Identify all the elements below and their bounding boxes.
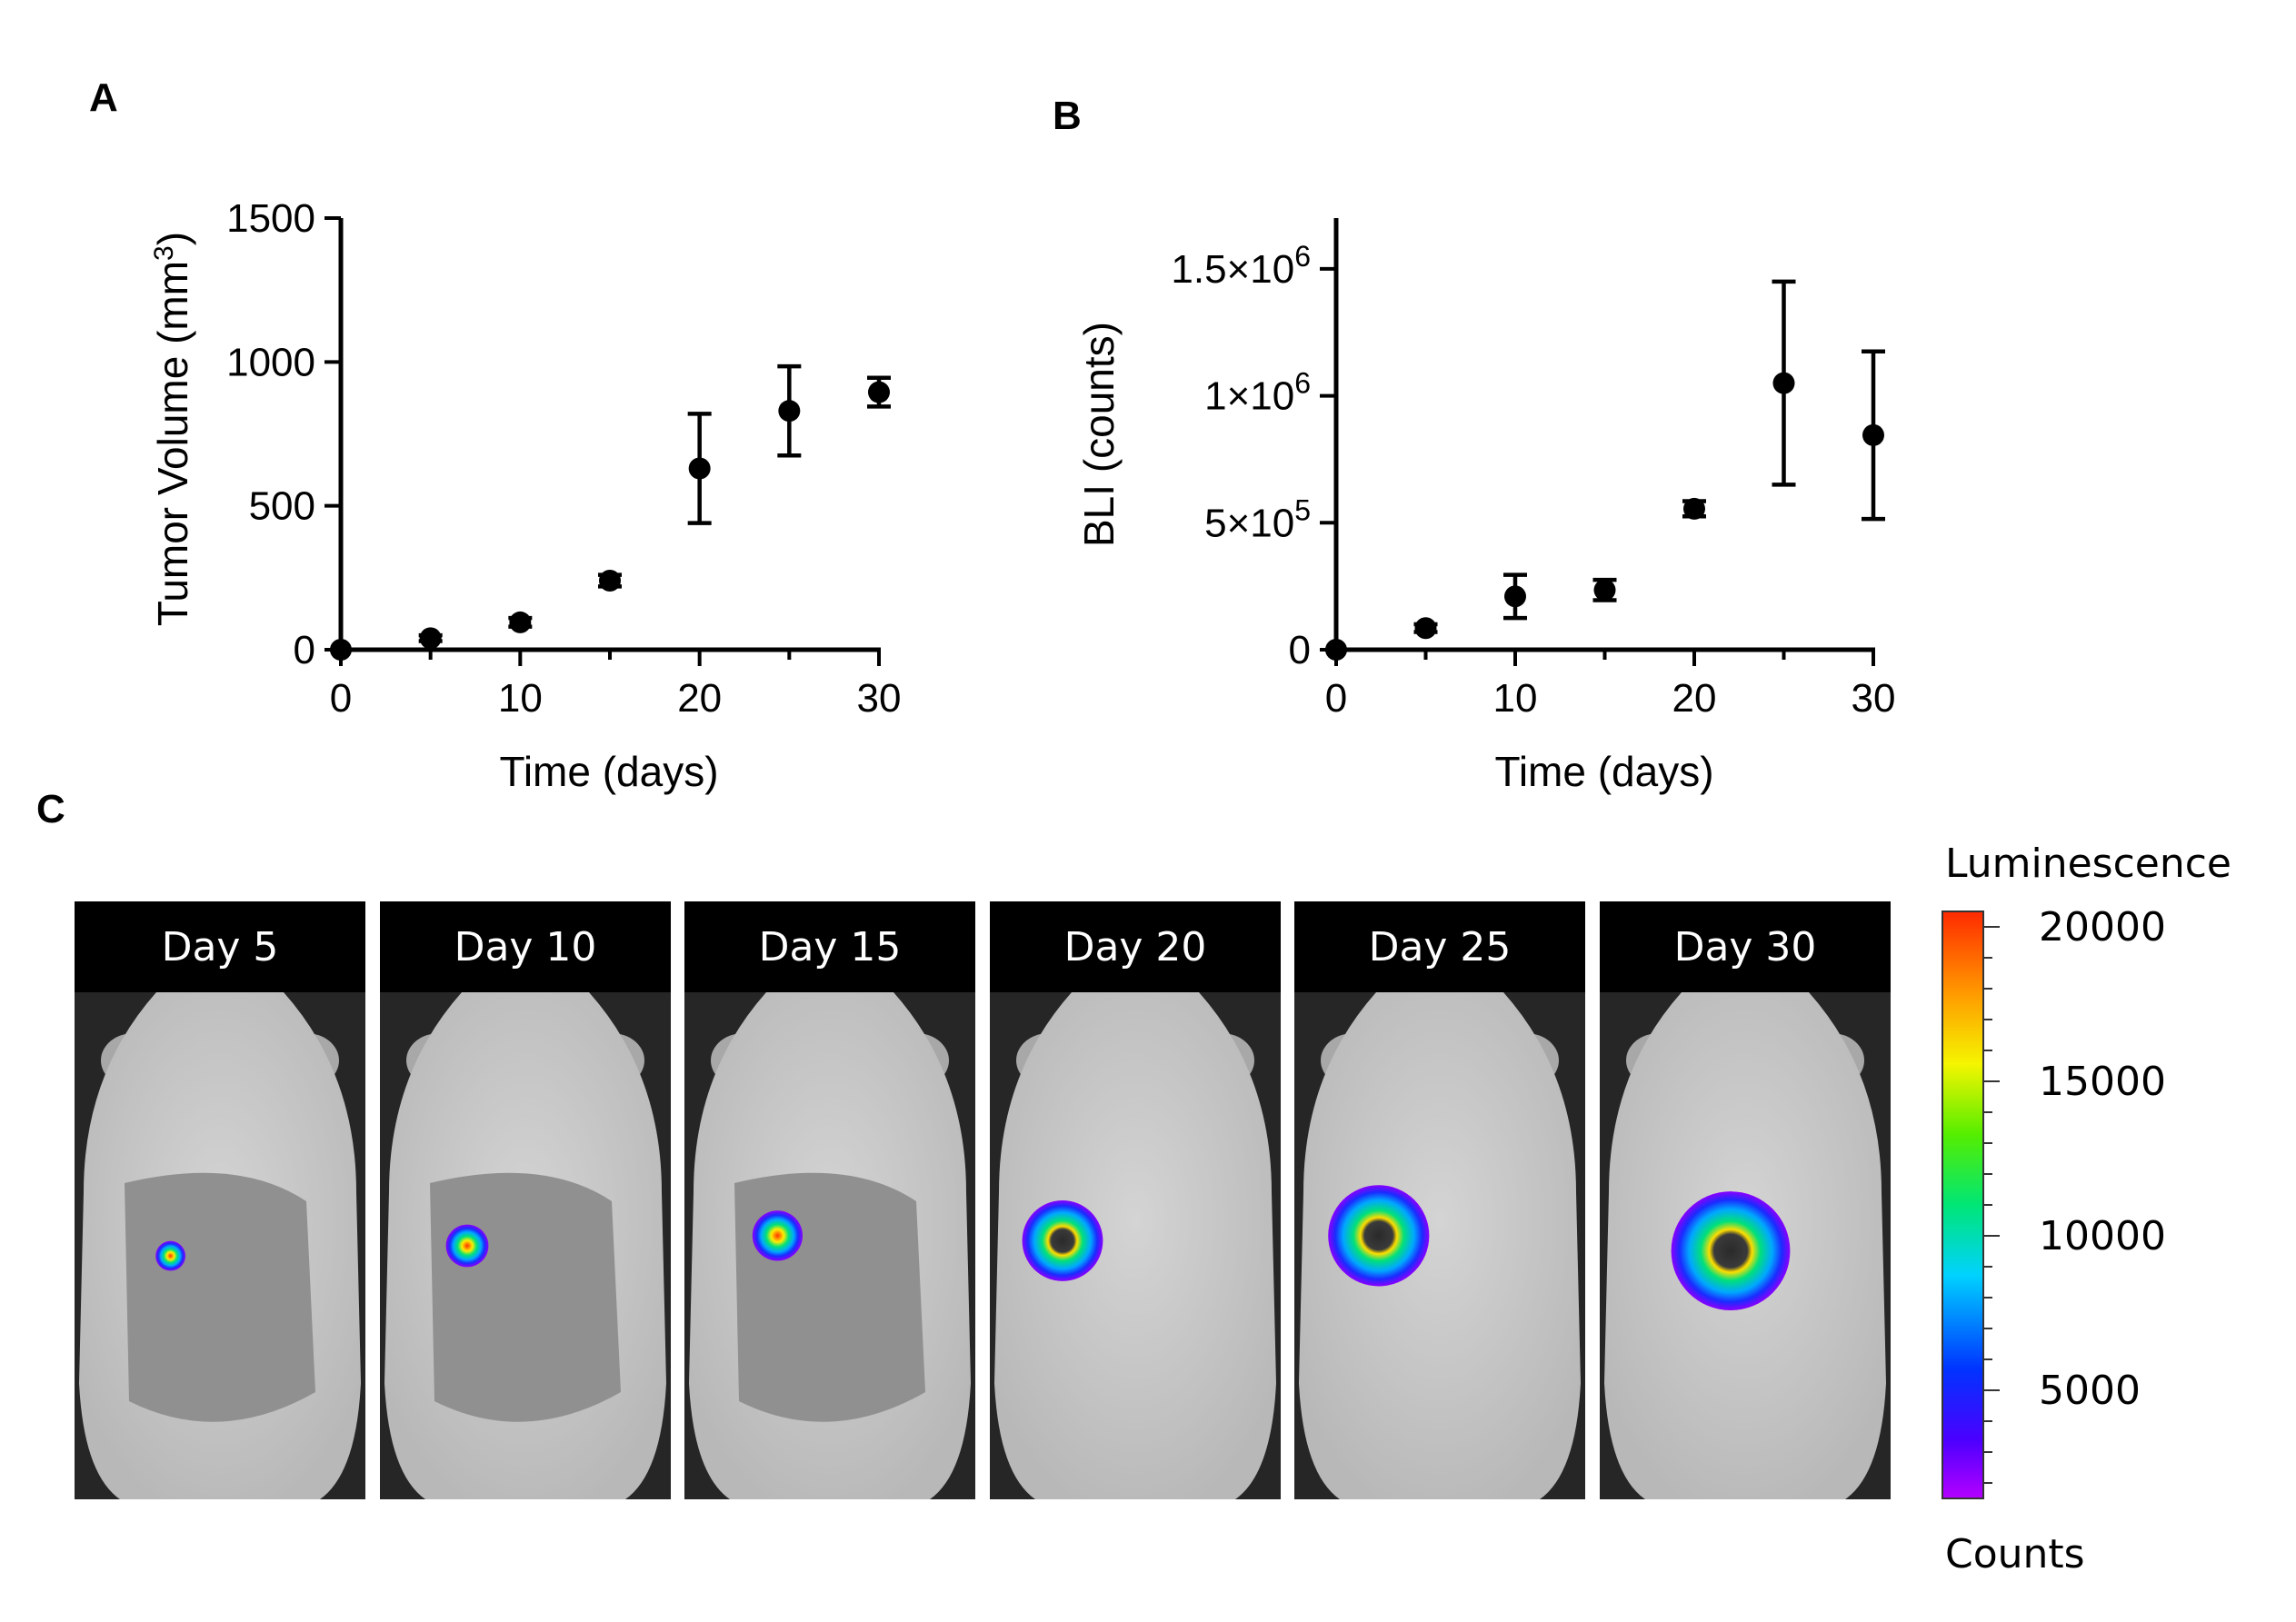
tile-header	[1294, 901, 1585, 992]
x-tick-label: 0	[330, 676, 352, 721]
chart-tumor-volume: 0 10 20 30 0 500 1000 1500 Time (days) Tumor Vo…	[149, 196, 901, 795]
bli-image-tile: Day 25	[1294, 901, 1585, 1499]
y-tick-label: 1500	[226, 196, 315, 241]
colorbar-tick-label: 15000	[2039, 1059, 2166, 1105]
y-tick-label: 0	[294, 628, 315, 672]
shaved-region	[125, 1172, 315, 1422]
tile-header	[75, 901, 365, 992]
luminescence-signal	[1671, 1191, 1791, 1310]
data-point	[1683, 497, 1705, 520]
colorbar-unit: Counts	[1945, 1531, 2085, 1577]
tile-header	[380, 901, 671, 992]
bli-image-tile: Day 15	[684, 901, 975, 1499]
mouse-body	[1299, 992, 1581, 1499]
chart-b-axes: 0 10 20 30 0 5×105 1×106 1.5×106	[1171, 218, 1895, 721]
bli-image-tile: Day 20	[990, 901, 1281, 1499]
data-point	[330, 639, 352, 661]
mouse-body	[994, 992, 1276, 1499]
panel-label-a: A	[89, 75, 118, 120]
colorbar-gradient	[1942, 911, 1984, 1499]
chart-a-marks	[330, 363, 891, 661]
chart-b-marks	[1325, 279, 1885, 661]
bli-image-tile: Day 5	[75, 901, 365, 1499]
data-point	[1772, 372, 1795, 394]
x-tick-label: 20	[677, 676, 722, 721]
data-point	[1325, 639, 1347, 661]
colorbar-tick-label: 5000	[2039, 1368, 2141, 1414]
panel-label-b: B	[1053, 94, 1082, 138]
day-label: Day 5	[162, 924, 279, 970]
data-point	[599, 570, 621, 592]
data-point	[1862, 423, 1884, 446]
luminescence-signal	[155, 1240, 186, 1271]
y-tick-label: 1.5×106	[1171, 240, 1311, 292]
colorbar-title: Luminescence	[1945, 841, 2231, 887]
colorbar-tick-label: 20000	[2039, 904, 2166, 950]
tile-header	[684, 901, 975, 992]
colorbar-tick-label: 10000	[2039, 1213, 2166, 1259]
x-tick-label: 10	[498, 676, 543, 721]
luminescence-colorbar: Luminescence 20000 15000 10000 5000 Counts	[1942, 841, 2231, 1577]
luminescence-signal	[752, 1210, 804, 1261]
luminescence-signal	[1328, 1185, 1430, 1287]
y-tick-label: 1000	[226, 340, 315, 384]
bli-image-tile: Day 30	[1600, 901, 1891, 1499]
chart-a-axes: 0 10 20 30 0 500 1000 1500	[226, 196, 901, 721]
y-tick-label: 0	[1289, 628, 1311, 672]
x-tick-label: 0	[1325, 676, 1347, 721]
x-tick-label: 30	[1852, 676, 1896, 721]
y-tick-label: 500	[249, 484, 315, 529]
bli-image-series: Day 5 Day 10 Day 15 Day 20 Day 25 Day 30	[75, 901, 1891, 1499]
day-label: Day 10	[454, 924, 597, 970]
tile-header	[1600, 901, 1891, 992]
y-tick-label: 5×105	[1204, 493, 1311, 545]
x-tick-label: 10	[1493, 676, 1538, 721]
y-tick-label: 1×106	[1204, 367, 1311, 419]
day-label: Day 15	[759, 924, 902, 970]
colorbar-ticks: 20000 15000 10000 5000	[1983, 904, 2166, 1484]
data-point	[688, 457, 711, 480]
data-point	[778, 400, 801, 423]
chart-bli: 0 10 20 30 0 5×105 1×106 1.5×106 Time (days) BL…	[1075, 218, 1895, 795]
x-tick-label: 20	[1672, 676, 1717, 721]
bli-image-tile: Day 10	[380, 901, 671, 1499]
luminescence-signal	[445, 1224, 489, 1268]
data-point	[1504, 585, 1526, 608]
chart-a-xlabel: Time (days)	[499, 748, 718, 795]
data-point	[868, 381, 890, 403]
data-point	[1414, 617, 1437, 640]
day-label: Day 25	[1369, 924, 1512, 970]
chart-a-ylabel: Tumor Volume (mm3)	[149, 232, 196, 626]
tile-header	[990, 901, 1281, 992]
x-tick-label: 30	[857, 676, 902, 721]
chart-b-xlabel: Time (days)	[1494, 748, 1713, 795]
day-label: Day 20	[1064, 924, 1207, 970]
shaved-region	[734, 1172, 925, 1422]
data-point	[1593, 579, 1616, 602]
data-point	[419, 627, 442, 650]
day-label: Day 30	[1674, 924, 1817, 970]
chart-b-ylabel: BLI (counts)	[1075, 322, 1123, 547]
data-point	[509, 611, 532, 633]
luminescence-signal	[1022, 1200, 1103, 1281]
panel-label-c: C	[36, 787, 65, 831]
shaved-region	[430, 1172, 621, 1422]
